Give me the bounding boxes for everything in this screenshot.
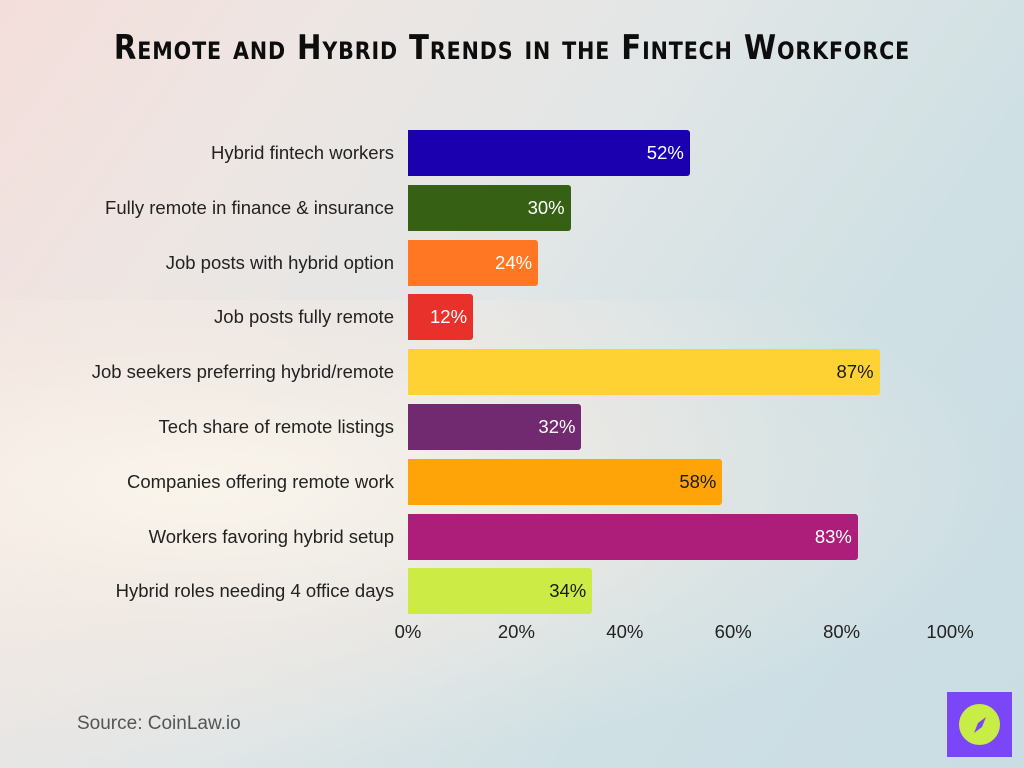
x-axis-tick: 20%	[497, 621, 535, 642]
bar-value-label: 87%	[836, 361, 874, 383]
bar-value-label: 83%	[814, 525, 852, 547]
bar-value-label: 24%	[495, 251, 533, 273]
x-axis-tick: 80%	[823, 621, 861, 642]
bar: 52%	[408, 130, 690, 176]
category-label: Job seekers preferring hybrid/remote	[91, 361, 394, 383]
bar-value-label: 34%	[549, 580, 587, 602]
bar-value-label: 30%	[527, 196, 565, 218]
bar: 30%	[408, 184, 571, 231]
category-label: Companies offering remote work	[126, 470, 394, 492]
bar-value-label: 58%	[679, 470, 717, 492]
bar: 24%	[408, 239, 539, 286]
category-label: Hybrid fintech workers	[210, 142, 394, 163]
bar: 58%	[408, 458, 723, 505]
source-text: Source: CoinLaw.io	[77, 713, 241, 734]
category-label: Workers favoring hybrid setup	[148, 525, 394, 547]
category-label: Tech share of remote listings	[158, 416, 394, 437]
x-axis-tick: 60%	[714, 621, 752, 642]
bar: 12%	[408, 294, 474, 341]
bar: 34%	[408, 568, 593, 615]
category-label: Fully remote in finance & insurance	[105, 196, 394, 218]
chart-title: Remote and Hybrid Trends in the Fintech …	[113, 28, 911, 68]
category-label: Job posts with hybrid option	[165, 251, 394, 273]
x-axis-tick: 100%	[926, 621, 974, 642]
x-axis-tick: 40%	[606, 621, 644, 642]
brand-logo	[947, 692, 1012, 757]
bar-value-label: 12%	[430, 306, 468, 328]
bar: 87%	[408, 349, 880, 396]
compass-icon	[959, 704, 1000, 745]
category-label: Hybrid roles needing 4 office days	[115, 580, 394, 602]
bar-value-label: 52%	[646, 142, 684, 163]
bar-value-label: 32%	[538, 416, 576, 437]
category-label: Job posts fully remote	[214, 306, 394, 328]
bar: 32%	[408, 404, 582, 450]
bar: 83%	[408, 513, 858, 560]
x-axis-tick: 0%	[394, 621, 422, 642]
